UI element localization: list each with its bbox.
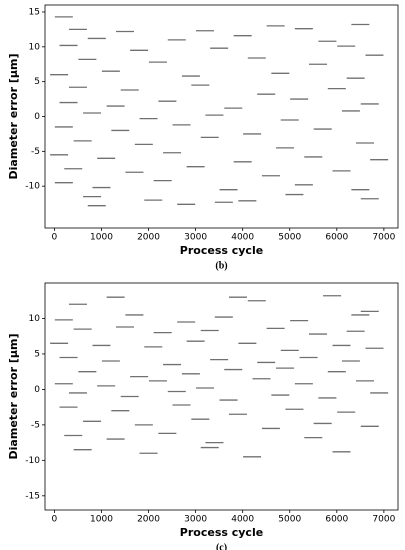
plot-frame [44, 282, 399, 511]
y-axis-label: Diameter error [μm] [7, 54, 20, 180]
x-tick-label: 5000 [278, 233, 301, 243]
x-tick-label: 0 [52, 233, 58, 243]
x-tick-label: 2000 [137, 233, 160, 243]
x-tick-label: 3000 [184, 515, 207, 525]
y-axis-label: Diameter error [μm] [7, 334, 20, 460]
x-axis-label: Process cycle [180, 526, 263, 539]
y-tick-label: 10 [29, 42, 41, 52]
x-tick-label: 5000 [278, 515, 301, 525]
x-tick-label: 1000 [90, 233, 113, 243]
y-tick-label: -5 [31, 147, 40, 157]
y-tick-label: -10 [25, 182, 40, 192]
y-tick-label: -10 [25, 456, 40, 466]
x-tick-label: 4000 [231, 233, 254, 243]
y-tick-label: 5 [34, 349, 40, 359]
x-tick-label: 3000 [184, 233, 207, 243]
x-tick-label: 2000 [137, 515, 160, 525]
x-tick-label: 6000 [325, 233, 348, 243]
caption: (c) [216, 542, 227, 550]
y-tick-label: 5 [34, 77, 40, 87]
y-tick-label: 15 [29, 7, 40, 17]
x-tick-label: 4000 [231, 515, 254, 525]
y-tick-label: 0 [34, 112, 40, 122]
x-tick-label: 7000 [372, 515, 395, 525]
y-tick-label: 0 [34, 385, 40, 395]
caption: (b) [215, 260, 227, 271]
x-tick-label: 0 [52, 515, 58, 525]
y-tick-label: 10 [29, 314, 41, 324]
x-tick-label: 7000 [372, 233, 395, 243]
x-tick-label: 6000 [325, 515, 348, 525]
y-tick-label: -15 [25, 491, 40, 501]
x-tick-label: 1000 [90, 515, 113, 525]
y-tick-label: -5 [31, 420, 40, 430]
x-axis-label: Process cycle [180, 244, 263, 257]
